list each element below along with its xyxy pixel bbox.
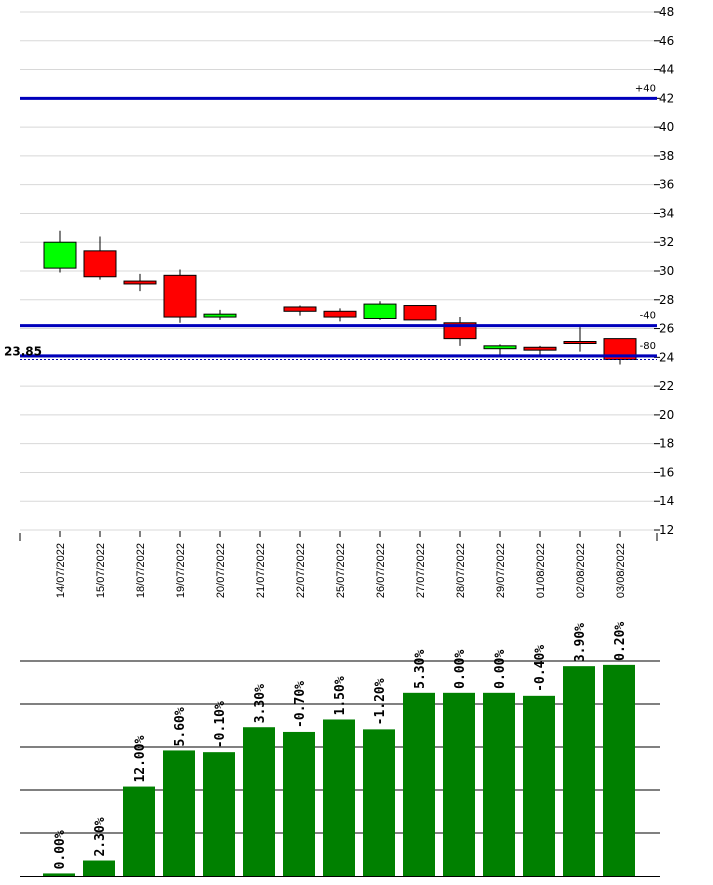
level-label: +40	[635, 83, 656, 94]
percent-bar	[323, 719, 355, 876]
percent-label: -0.40%	[533, 645, 548, 692]
y-tick-label: 28	[659, 293, 674, 307]
percent-label: -1.20%	[373, 678, 388, 725]
percent-label: -0.10%	[213, 701, 228, 748]
y-tick-label: 20	[659, 408, 674, 422]
percent-bar	[283, 731, 315, 876]
level-label: -40	[640, 311, 656, 322]
candle-body	[363, 303, 397, 319]
x-tick-label: 21/07/2022	[255, 543, 267, 598]
x-tick-label: 26/07/2022	[375, 543, 387, 598]
percent-label: 0.20%	[613, 622, 628, 661]
y-tick-label: 38	[659, 149, 674, 163]
y-tick-label: 34	[659, 206, 674, 220]
candle-body	[83, 250, 117, 278]
x-tick-label: 03/08/2022	[615, 543, 627, 598]
percent-label: 0.00%	[453, 650, 468, 689]
candle-body	[283, 306, 317, 312]
percent-bar	[443, 692, 475, 876]
x-tick-label: 18/07/2022	[135, 543, 147, 598]
last-price-label: 23.85	[4, 344, 42, 358]
percent-bar	[523, 695, 555, 876]
candle-body	[203, 313, 237, 318]
percent-label: -0.70%	[293, 681, 308, 728]
y-tick-label: 42	[659, 91, 674, 105]
candlestick-chart: 12 14 16 18 20 22 24 26 28 30 32 34 36 38 40 42 44 46 48 14…	[4, 5, 674, 598]
percent-label: 5.60%	[173, 707, 188, 746]
percent-bar	[123, 786, 155, 876]
percent-bar	[563, 666, 595, 876]
percent-label: 0.00%	[493, 650, 508, 689]
y-tick-label: 18	[659, 437, 674, 451]
percent-bar-chart: 0.00% 2.30% 12.00% 5.60% -0.10% 3.30% -0.70% 1.…	[20, 622, 660, 877]
y-tick-label: 14	[659, 494, 674, 508]
candle-body	[323, 310, 357, 318]
y-tick-label: 48	[659, 5, 674, 19]
percent-bar	[83, 860, 115, 876]
y-tick-label: 26	[659, 322, 674, 336]
candle-body	[403, 305, 437, 321]
x-tick-label: 14/07/2022	[55, 543, 67, 598]
percent-bar	[603, 664, 635, 876]
percent-bar	[403, 692, 435, 876]
x-tick-label: 20/07/2022	[215, 543, 227, 598]
candle-body	[163, 274, 197, 318]
percent-label: 12.00%	[133, 735, 148, 782]
y-tick-label: 36	[659, 178, 674, 192]
x-tick-label: 22/07/2022	[295, 543, 307, 598]
percent-bar	[243, 727, 275, 876]
x-tick-label: 25/07/2022	[335, 543, 347, 598]
y-tick-label: 40	[659, 120, 674, 134]
percent-bar	[203, 752, 235, 876]
y-tick-label: 44	[659, 63, 674, 77]
percent-label: 3.90%	[573, 623, 588, 662]
percent-label: 5.30%	[413, 650, 428, 689]
x-tick-label: 02/08/2022	[575, 543, 587, 598]
y-tick-label: 46	[659, 34, 674, 48]
y-tick-label: 12	[659, 523, 674, 537]
y-tick-label: 16	[659, 465, 674, 479]
candle-body	[123, 280, 157, 285]
percent-bar	[483, 692, 515, 876]
candle-body	[483, 345, 517, 350]
x-tick-label: 19/07/2022	[175, 543, 187, 598]
y-tick-label: 24	[659, 350, 674, 364]
percent-label: 3.30%	[253, 684, 268, 723]
y-tick-label: 30	[659, 264, 674, 278]
x-tick-label: 29/07/2022	[495, 543, 507, 598]
x-tick-label: 27/07/2022	[415, 543, 427, 598]
percent-bar	[363, 729, 395, 876]
level-label: -80	[640, 341, 656, 352]
x-tick-label: 28/07/2022	[455, 543, 467, 598]
y-tick-label: 22	[659, 379, 674, 393]
x-tick-label: 01/08/2022	[535, 543, 547, 598]
candle-body	[43, 241, 77, 269]
y-tick-label: 32	[659, 235, 674, 249]
percent-label: 1.50%	[333, 676, 348, 715]
percent-bar	[43, 873, 75, 876]
x-tick-label: 15/07/2022	[95, 543, 107, 598]
candle-body	[563, 341, 597, 345]
percent-bar	[163, 750, 195, 876]
candle-body	[523, 346, 557, 351]
percent-label: 0.00%	[53, 830, 68, 869]
percent-label: 2.30%	[93, 817, 108, 856]
